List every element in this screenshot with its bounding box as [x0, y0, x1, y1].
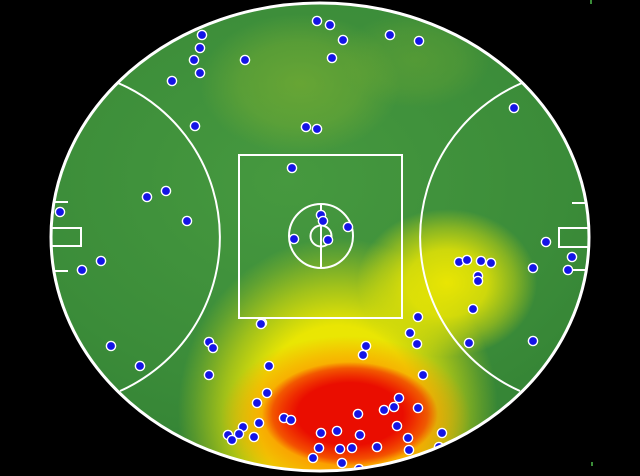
- data-point: [354, 429, 366, 441]
- data-point: [461, 254, 473, 266]
- data-point: [317, 215, 329, 227]
- artifact-mark: [591, 462, 593, 466]
- data-point: [562, 264, 574, 276]
- data-point: [527, 335, 539, 347]
- data-point: [322, 234, 334, 246]
- data-point: [404, 327, 416, 339]
- data-point: [95, 255, 107, 267]
- data-point: [337, 34, 349, 46]
- data-point: [261, 387, 273, 399]
- data-point: [403, 444, 415, 456]
- data-point: [388, 401, 400, 413]
- heat-hotspot: [340, 12, 490, 108]
- data-point: [412, 402, 424, 414]
- data-point: [527, 262, 539, 274]
- data-point: [300, 121, 312, 133]
- oval-boundary: [49, 1, 591, 473]
- data-point: [331, 425, 343, 437]
- data-point: [311, 15, 323, 27]
- heat-hotspot: [262, 362, 438, 466]
- data-point: [203, 369, 215, 381]
- data-point: [188, 54, 200, 66]
- data-point: [413, 35, 425, 47]
- data-point: [346, 442, 358, 454]
- artifact-mark: [590, 0, 592, 4]
- data-point: [402, 432, 414, 444]
- data-point: [360, 340, 372, 352]
- data-point: [166, 75, 178, 87]
- data-point: [196, 29, 208, 41]
- data-point: [412, 311, 424, 323]
- data-point: [207, 342, 219, 354]
- data-point: [472, 275, 484, 287]
- data-point: [189, 120, 201, 132]
- data-point: [334, 443, 346, 455]
- data-point: [326, 52, 338, 64]
- data-point: [160, 185, 172, 197]
- data-points-layer: [54, 15, 578, 471]
- data-point: [194, 42, 206, 54]
- left-fifty-metre-arc: [117, 82, 221, 392]
- data-point: [467, 303, 479, 315]
- right-goal-square: [558, 227, 589, 248]
- data-point: [485, 257, 497, 269]
- data-point: [336, 457, 348, 469]
- data-point: [540, 236, 552, 248]
- data-point: [194, 67, 206, 79]
- heat-hotspot: [357, 209, 537, 357]
- data-point: [463, 337, 475, 349]
- data-point: [411, 338, 423, 350]
- data-point: [393, 392, 405, 404]
- data-point: [255, 318, 267, 330]
- data-point: [417, 369, 429, 381]
- data-point: [239, 54, 251, 66]
- data-point: [307, 452, 319, 464]
- data-point: [371, 441, 383, 453]
- data-point: [436, 427, 448, 439]
- data-point: [226, 434, 238, 446]
- data-point: [251, 397, 263, 409]
- right-fifty-metre-arc: [419, 82, 523, 392]
- data-point: [141, 191, 153, 203]
- data-point: [233, 428, 245, 440]
- data-point: [475, 255, 487, 267]
- data-point: [378, 404, 390, 416]
- edge-artifacts: [590, 0, 593, 466]
- data-point: [105, 340, 117, 352]
- data-point: [566, 251, 578, 263]
- data-point: [285, 414, 297, 426]
- data-point: [288, 233, 300, 245]
- data-point: [313, 442, 325, 454]
- data-point: [391, 420, 403, 432]
- data-point: [248, 431, 260, 443]
- data-point: [181, 215, 193, 227]
- data-point: [263, 360, 275, 372]
- data-point: [286, 162, 298, 174]
- left-goal-square: [51, 227, 82, 247]
- data-point: [508, 102, 520, 114]
- center-square: [238, 154, 403, 319]
- data-point: [76, 264, 88, 276]
- data-point: [384, 29, 396, 41]
- data-point: [315, 427, 327, 439]
- data-point: [253, 417, 265, 429]
- data-point: [54, 206, 66, 218]
- data-point: [311, 123, 323, 135]
- data-point: [342, 221, 354, 233]
- data-point: [324, 19, 336, 31]
- data-point: [134, 360, 146, 372]
- data-point: [357, 349, 369, 361]
- data-point: [352, 408, 364, 420]
